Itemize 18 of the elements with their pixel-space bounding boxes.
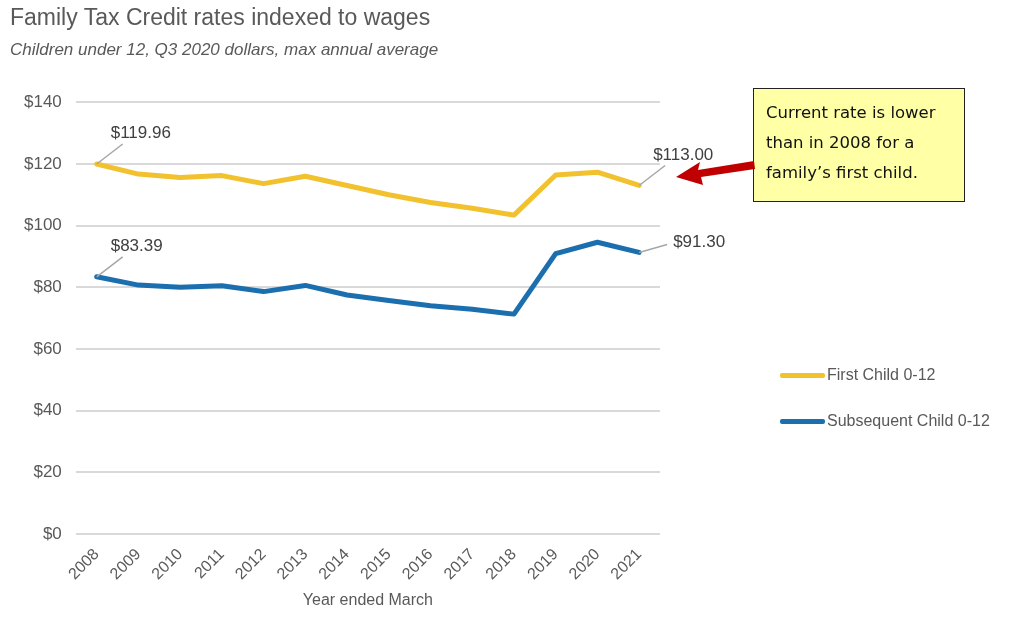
data-label: $119.96 (110, 123, 171, 143)
data-label: $83.39 (110, 236, 163, 256)
text: Current rate is lower than in 2008 for a family’s first child. (753, 88, 965, 202)
chart-subtitle: Children under 12, Q3 2020 dollars, max annual average (10, 40, 439, 60)
chart-title: Family Tax Credit rates indexed to wages (10, 4, 431, 31)
data-label: $91.30 (673, 232, 726, 252)
legend-label: First Child 0-12 (827, 366, 936, 384)
y-tick-label: $20 (33, 462, 62, 482)
y-tick-label: $0 (42, 523, 62, 543)
data-label: $113.00 (653, 144, 714, 164)
x-axis-title: Year ended March (302, 590, 433, 608)
y-tick-label: $80 (33, 276, 62, 296)
y-tick-label: $60 (33, 338, 62, 358)
legend-label: Subsequent Child 0-12 (827, 412, 990, 430)
y-tick-label: $40 (33, 400, 62, 420)
y-tick-label: $100 (23, 215, 62, 235)
y-tick-label: $140 (23, 91, 62, 111)
y-tick-label: $120 (23, 153, 62, 173)
